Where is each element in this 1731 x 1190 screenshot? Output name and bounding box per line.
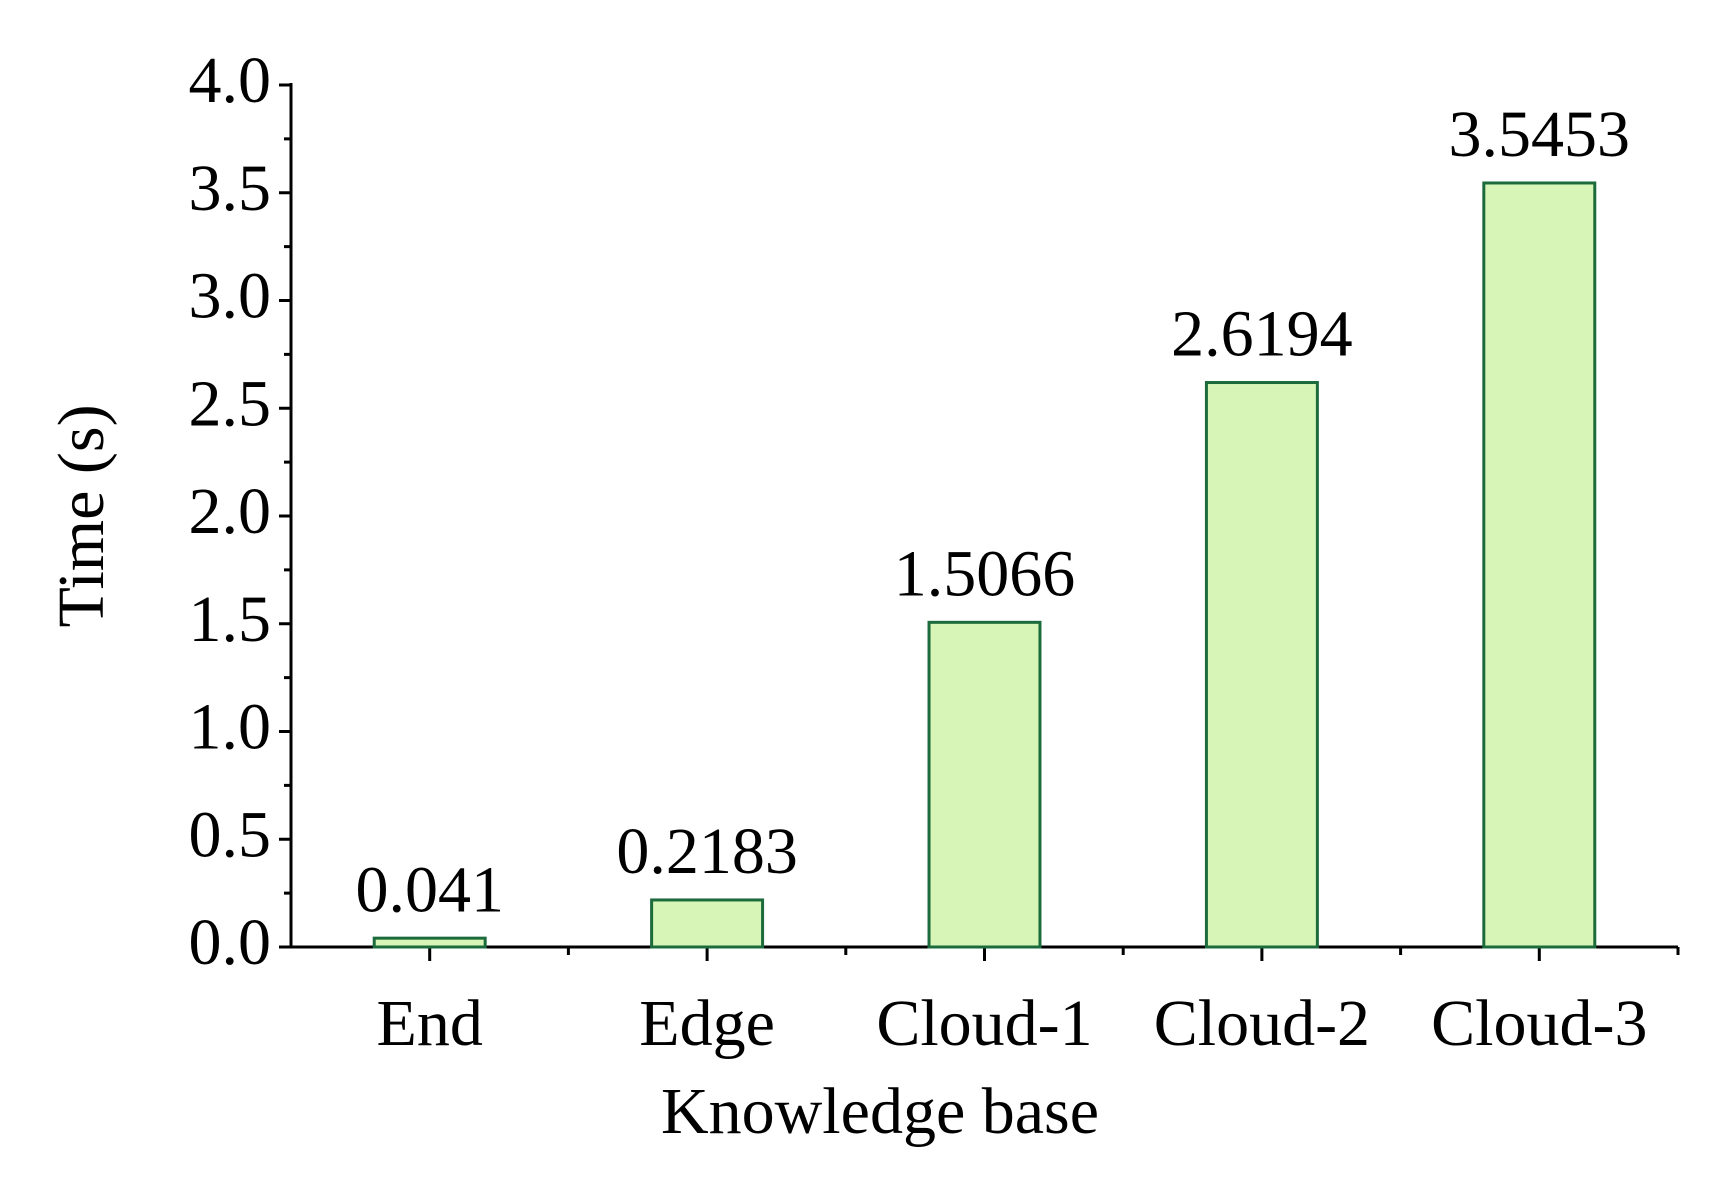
y-axis-label: Time (s) (45, 404, 118, 627)
y-tick-label: 2.0 (189, 475, 272, 548)
bar (1482, 181, 1597, 949)
x-axis-label: Knowledge base (661, 1075, 1099, 1148)
y-tick-label: 4.0 (189, 44, 272, 117)
bar (927, 620, 1042, 949)
y-tick-label: 3.0 (189, 260, 272, 333)
y-tick-label: 2.5 (189, 367, 272, 440)
bar (372, 936, 487, 949)
x-tick-label: Edge (639, 987, 775, 1060)
x-tick-label: Cloud-2 (1154, 987, 1370, 1060)
data-label: 2.6194 (1171, 298, 1353, 371)
data-label: 0.2183 (616, 815, 798, 888)
y-tick-label: 1.5 (189, 583, 272, 656)
y-tick-label: 3.5 (189, 152, 272, 225)
x-tick-label: Cloud-1 (876, 987, 1092, 1060)
data-label: 0.041 (355, 853, 504, 926)
data-label: 1.5066 (894, 537, 1076, 610)
x-tick-label: Cloud-3 (1431, 987, 1647, 1060)
y-tick-label: 0.0 (189, 906, 272, 979)
bar (650, 898, 765, 949)
x-tick-label: End (377, 987, 483, 1060)
y-tick-label: 0.5 (189, 798, 272, 871)
bar (1204, 381, 1319, 949)
data-label: 3.5453 (1449, 98, 1631, 171)
y-tick-label: 1.0 (189, 691, 272, 764)
